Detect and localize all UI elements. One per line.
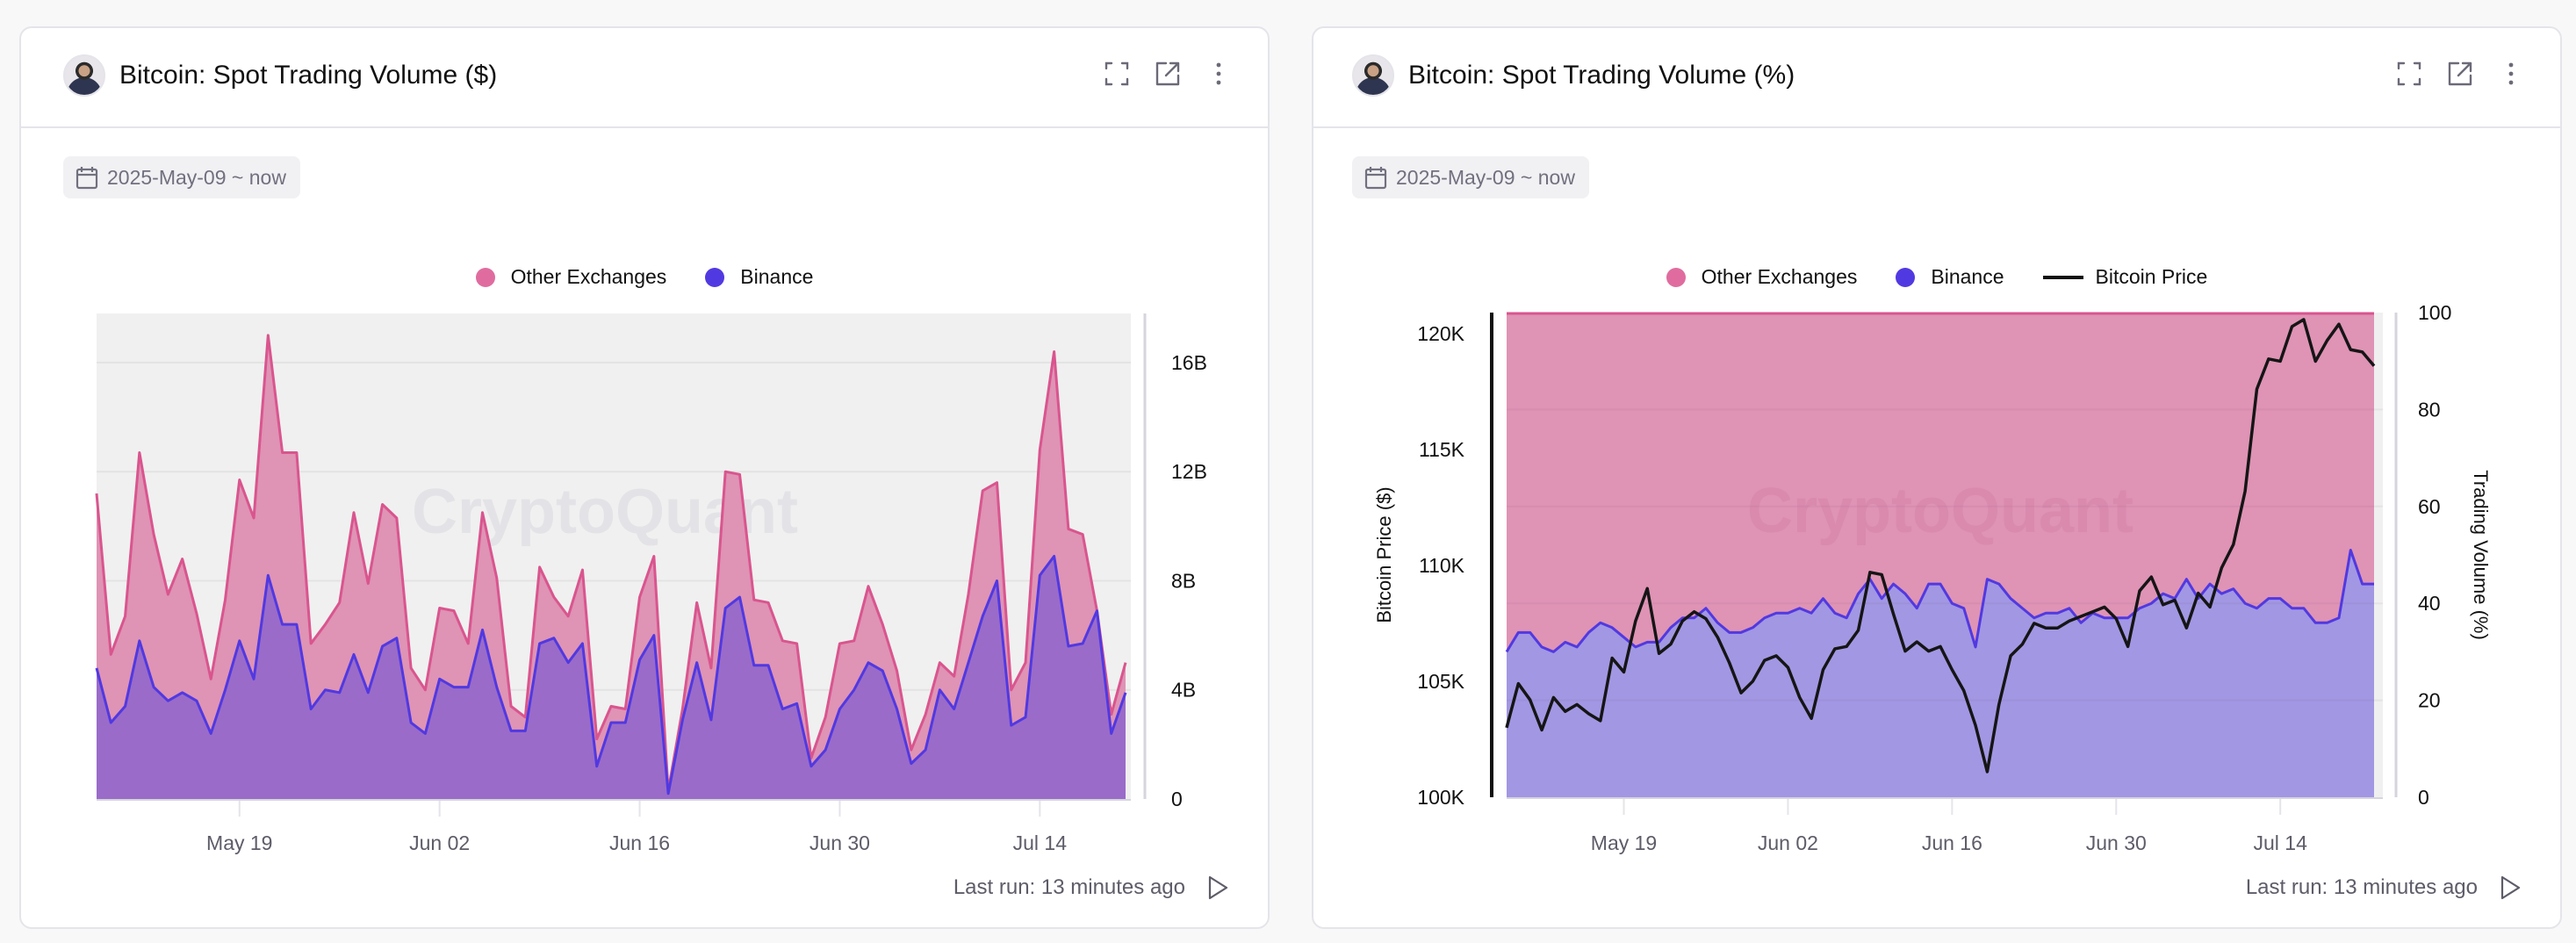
x-tick-label: Jun 16 [609, 831, 670, 854]
y-left-axis-title: Bitcoin Price ($) [1373, 486, 1395, 623]
y-right-tick-label: 60 [2418, 495, 2441, 518]
y-left-tick-label: 105K [1417, 670, 1464, 693]
line-binance [1505, 548, 2374, 653]
header-actions [2395, 60, 2525, 88]
y-tick-label: 0 [1171, 788, 1183, 810]
date-range-text: 2025-May-09 ~ now [107, 165, 286, 189]
open-external-icon[interactable] [1154, 60, 1182, 88]
line-bitcoin-price [1505, 318, 2376, 774]
volume-percent-chart: CryptoQuant 100K 105K 110K 115K 120K 0 20 40 60 80… [1373, 301, 2492, 854]
x-tick-label: Jun 16 [1922, 831, 1982, 854]
x-tick-label: Jun 02 [409, 831, 470, 854]
legend-item-bitcoin-price[interactable]: Bitcoin Price [2042, 265, 2208, 289]
calendar-icon [1364, 167, 1387, 190]
card-header: Bitcoin: Spot Trading Volume ($) [21, 28, 1268, 128]
legend-label: Binance [1931, 265, 2004, 288]
chart-card-volume-usd: Bitcoin: Spot Trading Volume ($) 2025-Ma… [19, 26, 1270, 929]
y-left-tick-label: 110K [1419, 554, 1465, 577]
legend-label: Binance [740, 265, 814, 288]
legend-item-binance[interactable]: Binance [705, 265, 813, 289]
date-range-filter[interactable]: 2025-May-09 ~ now [1352, 156, 1589, 198]
y-right-axis-title: Trading Volume (%) [2470, 470, 2492, 640]
more-vertical-icon[interactable] [1205, 60, 1233, 88]
x-tick-label: Jun 30 [2086, 831, 2147, 854]
run-query-icon[interactable] [1206, 875, 1229, 901]
more-vertical-icon[interactable] [2497, 60, 2525, 88]
legend-label: Other Exchanges [1701, 265, 1858, 288]
y-tick-label: 8B [1171, 569, 1196, 592]
legend-item-binance[interactable]: Binance [1896, 265, 2004, 289]
card-header: Bitcoin: Spot Trading Volume (%) [1313, 28, 2560, 128]
line-binance [95, 555, 1127, 795]
legend-dot [475, 267, 495, 287]
legend-item-other-exchanges[interactable]: Other Exchanges [1666, 265, 1858, 289]
y-left-tick-label: 100K [1417, 786, 1464, 809]
legend-label: Other Exchanges [510, 265, 667, 288]
x-tick-label: Jun 30 [809, 831, 870, 854]
line-other-exchanges [95, 334, 1127, 793]
card-title: Bitcoin: Spot Trading Volume ($) [119, 61, 498, 90]
legend-line [2042, 275, 2083, 279]
y-right-tick-label: 40 [2418, 592, 2441, 615]
chart-card-volume-percent: Bitcoin: Spot Trading Volume (%) 2025-Ma… [1312, 26, 2562, 929]
watermark: CryptoQuant [1747, 476, 2133, 546]
legend-item-other-exchanges[interactable]: Other Exchanges [475, 265, 667, 289]
y-right-tick-label: 100 [2418, 301, 2451, 324]
last-run-text: Last run: 13 minutes ago [953, 875, 1185, 899]
y-tick-label: 16B [1171, 351, 1207, 374]
x-tick-label: Jul 14 [1013, 831, 1068, 854]
header-actions [1103, 60, 1233, 88]
y-tick-label: 12B [1171, 460, 1207, 483]
x-tick-label: May 19 [1591, 831, 1657, 854]
last-run-text: Last run: 13 minutes ago [2245, 875, 2478, 899]
fullscreen-icon[interactable] [2395, 60, 2423, 88]
fullscreen-icon[interactable] [1103, 60, 1131, 88]
legend-dot [1896, 267, 1916, 287]
legend-label: Bitcoin Price [2095, 265, 2208, 288]
open-external-icon[interactable] [2446, 60, 2474, 88]
x-tick-label: May 19 [206, 831, 272, 854]
author-avatar[interactable] [63, 54, 105, 97]
run-query-icon[interactable] [2499, 875, 2522, 901]
legend-dot [1666, 267, 1686, 287]
calendar-icon [76, 167, 98, 190]
x-tick-label: Jul 14 [2254, 831, 2308, 854]
y-tick-label: 4B [1171, 679, 1196, 702]
chart-legend: Other Exchanges Binance Bitcoin Price [1313, 265, 2560, 289]
card-footer: Last run: 13 minutes ago [2246, 875, 2522, 901]
area-binance [97, 556, 1126, 799]
area-binance [1507, 550, 2374, 797]
y-right-tick-label: 0 [2418, 786, 2429, 809]
y-right-tick-label: 20 [2418, 689, 2441, 712]
x-tick-label: Jun 02 [1758, 831, 1818, 854]
chart-legend: Other Exchanges Binance [21, 265, 1268, 289]
date-range-text: 2025-May-09 ~ now [1396, 165, 1575, 189]
author-avatar[interactable] [1352, 54, 1394, 97]
y-left-tick-label: 120K [1417, 322, 1464, 345]
card-footer: Last run: 13 minutes ago [953, 875, 1229, 901]
y-left-tick-label: 115K [1419, 438, 1465, 461]
date-range-filter[interactable]: 2025-May-09 ~ now [63, 156, 300, 198]
legend-dot [705, 267, 725, 287]
y-right-tick-label: 80 [2418, 398, 2441, 421]
card-title: Bitcoin: Spot Trading Volume (%) [1408, 61, 1795, 90]
